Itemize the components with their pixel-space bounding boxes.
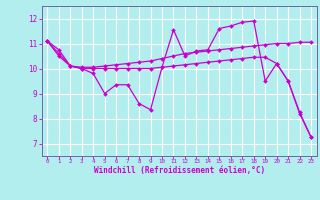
X-axis label: Windchill (Refroidissement éolien,°C): Windchill (Refroidissement éolien,°C) <box>94 166 265 175</box>
